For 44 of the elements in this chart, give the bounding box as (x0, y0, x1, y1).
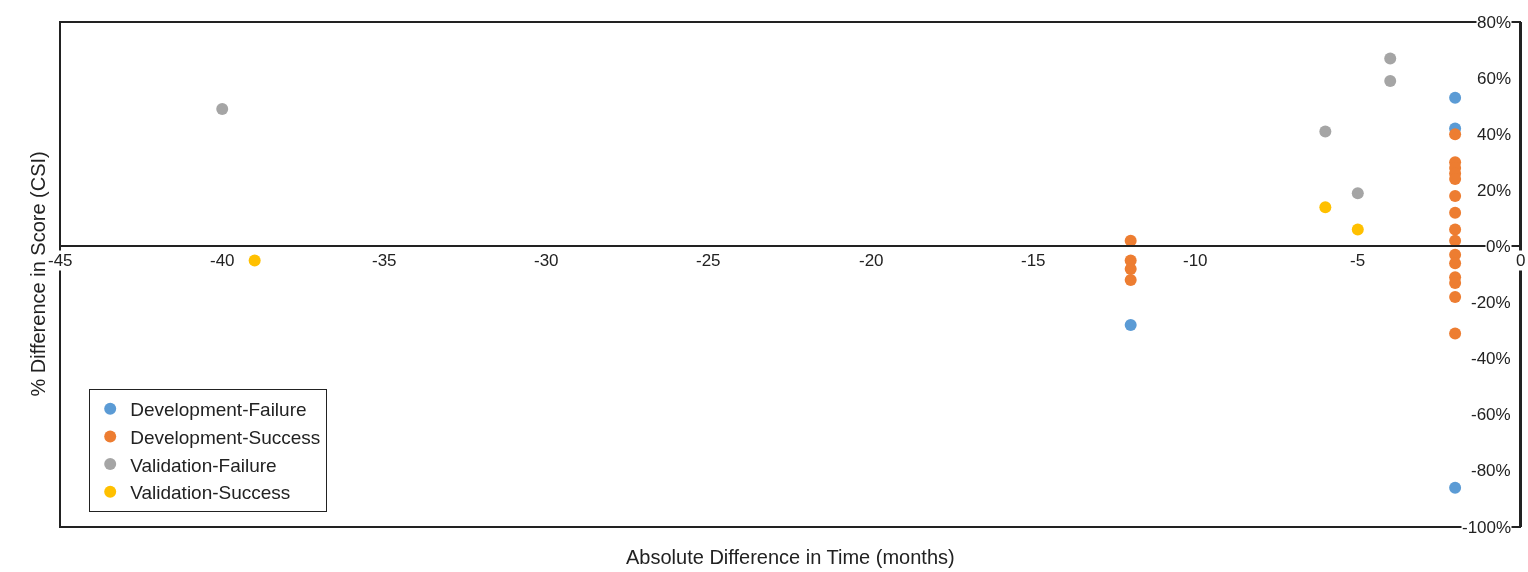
point (1449, 327, 1462, 340)
point (1384, 74, 1397, 87)
y-tick-label: -60% (1471, 405, 1511, 424)
y-tick-label: 80% (1477, 13, 1512, 32)
y-axis-title: % Difference in Score (CSI) (26, 151, 49, 397)
y-tick-label: -80% (1471, 461, 1511, 480)
x-tick-label: -40 (210, 251, 235, 270)
point (1449, 481, 1462, 494)
x-tick-label: -30 (534, 251, 559, 270)
x-tick-label: -25 (696, 251, 721, 270)
legend-label: Development-Failure (130, 399, 307, 421)
point (1449, 128, 1462, 141)
point (1449, 189, 1462, 202)
x-tick-label: -15 (1021, 251, 1046, 270)
point (1319, 201, 1332, 214)
x-tick-label: -20 (859, 251, 884, 270)
legend-label: Development-Success (130, 426, 321, 448)
point (1351, 187, 1364, 200)
y-tick-label: -40% (1471, 349, 1511, 368)
point (1449, 206, 1462, 219)
y-tick-label: 60% (1477, 69, 1512, 88)
x-tick-label: 0 (1516, 251, 1526, 270)
x-tick-label: -35 (372, 251, 397, 270)
y-tick-label: -20% (1471, 293, 1511, 312)
point (248, 254, 261, 267)
y-tick-label: 0% (1486, 237, 1511, 256)
legend-label: Validation-Failure (130, 454, 277, 476)
point (1124, 274, 1137, 287)
point (1449, 223, 1462, 236)
y-tick-label: -100% (1462, 518, 1512, 537)
x-tick-label: -5 (1350, 251, 1366, 270)
y-tick-label: 20% (1477, 181, 1512, 200)
x-tick-label: -45 (48, 251, 73, 270)
x-tick-label: -10 (1183, 251, 1208, 270)
y-tick-label: 40% (1477, 125, 1512, 144)
point (216, 102, 229, 115)
point (1319, 125, 1332, 138)
point (1449, 290, 1462, 303)
point (1124, 319, 1137, 331)
point (1384, 52, 1397, 65)
legend-label: Validation-Success (130, 482, 291, 504)
point (1449, 91, 1462, 104)
point (1351, 223, 1364, 236)
x-axis-title: Absolute Difference in Time (months) (626, 546, 955, 568)
